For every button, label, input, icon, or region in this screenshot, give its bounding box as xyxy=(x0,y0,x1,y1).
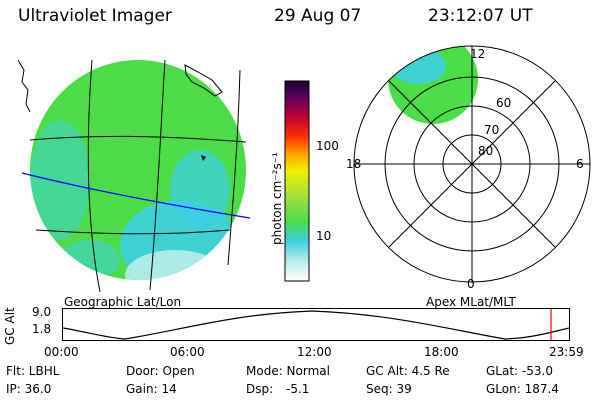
date-label: 29 Aug 07 xyxy=(274,6,362,26)
mode-status: Mode: Normal xyxy=(246,364,330,378)
mlt-label-0: 0 xyxy=(467,277,475,291)
altitude-ylabel: GC Alt xyxy=(3,307,17,345)
mlat-label-60: 60 xyxy=(496,96,511,110)
xtick-2359: 23:59 xyxy=(549,345,584,359)
altitude-ytick-top: 9.0 xyxy=(32,305,52,319)
xtick-1200: 12:00 xyxy=(297,345,332,359)
left-caption: Geographic Lat/Lon xyxy=(64,295,182,309)
glon-status: GLon: 187.4 xyxy=(486,382,559,396)
right-caption: Apex MLat/MLT xyxy=(426,295,516,309)
mlat-label-80: 80 xyxy=(478,144,493,158)
colorbar-tick-10: 10 xyxy=(316,229,332,243)
xtick-0000: 00:00 xyxy=(44,345,79,359)
geographic-image xyxy=(17,59,251,293)
altitude-curve xyxy=(62,310,570,340)
altitude-plot xyxy=(62,308,570,341)
coastline xyxy=(17,59,31,113)
mlt-label-12: 12 xyxy=(470,47,485,61)
dsp-value: -5.1 xyxy=(286,382,310,396)
altitude-frame xyxy=(62,308,570,341)
colorbar xyxy=(284,80,310,282)
door-status: Door: Open xyxy=(126,364,195,378)
xtick-1800: 18:00 xyxy=(424,345,459,359)
altitude-ytick-bottom: 1.8 xyxy=(32,322,52,336)
time-label: 23:12:07 UT xyxy=(428,6,533,26)
dsp-label: Dsp: xyxy=(246,382,274,396)
mlt-label-18: 18 xyxy=(346,157,361,171)
mlat-label-70: 70 xyxy=(484,123,499,137)
marker-icon xyxy=(201,155,206,161)
xtick-0600: 06:00 xyxy=(170,345,205,359)
mlt-label-6: 6 xyxy=(576,157,584,171)
colorbar-tick-100: 100 xyxy=(316,139,339,153)
instrument-title: Ultraviolet Imager xyxy=(18,6,172,26)
ip-status: IP: 36.0 xyxy=(6,382,52,396)
coastline xyxy=(184,64,223,97)
latlon-grid xyxy=(29,59,247,293)
glat-status: GLat: -53.0 xyxy=(486,364,553,378)
colorbar-unit-label: photon cm⁻²s⁻¹ xyxy=(270,152,284,245)
filter-status: Flt: LBHL xyxy=(6,364,60,378)
polar-grid xyxy=(353,45,591,283)
track-line xyxy=(21,172,251,219)
gain-status: Gain: 14 xyxy=(126,382,177,396)
gc-alt-status: GC Alt: 4.5 Re xyxy=(366,364,450,378)
polar-plot: 60 70 80 12 18 6 0 xyxy=(346,45,591,291)
seq-status: Seq: 39 xyxy=(366,382,412,396)
